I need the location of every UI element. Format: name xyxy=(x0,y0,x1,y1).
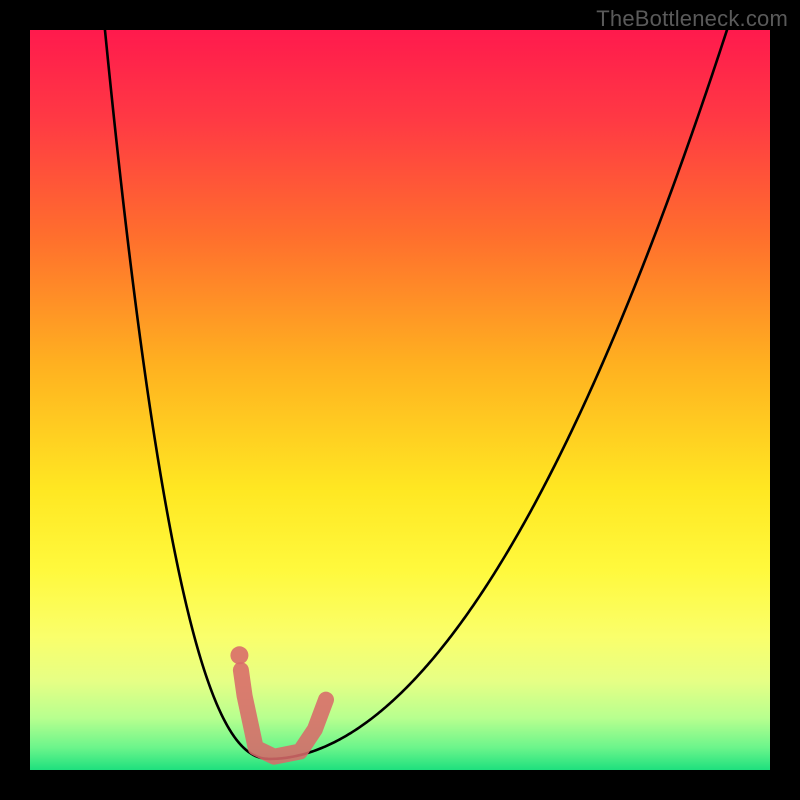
highlight-dot xyxy=(230,646,248,664)
plot-background-gradient xyxy=(30,30,770,770)
watermark-text: TheBottleneck.com xyxy=(596,6,788,32)
figure-stage: TheBottleneck.com xyxy=(0,0,800,800)
bottleneck-chart xyxy=(0,0,800,800)
